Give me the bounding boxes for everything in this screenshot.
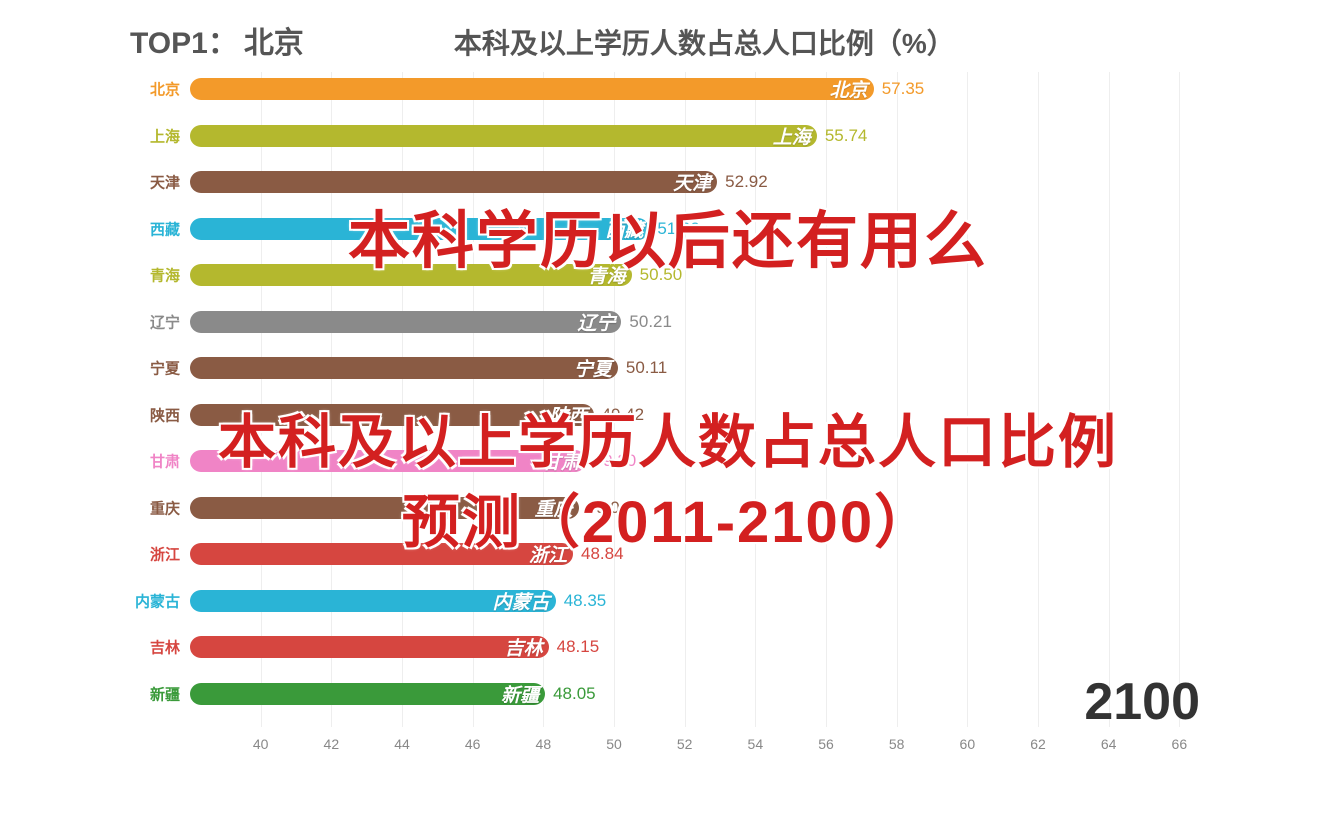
year-stamp: 2100 [1084,672,1200,732]
bar-end-label: 新疆 [501,680,539,707]
x-tick: 58 [889,736,905,752]
bar-row: 辽宁辽宁50.21 [190,311,1250,333]
value-label: 50.11 [626,358,667,378]
bar-end-label: 吉林 [505,634,543,661]
y-axis-label: 北京 [150,79,180,100]
main-title: 本科及以上学历人数占总人口比例（%） [454,22,955,62]
bar-end-label: 辽宁 [577,308,615,335]
x-tick: 60 [960,736,976,752]
bar-end-label: 宁夏 [574,355,612,382]
x-tick: 44 [394,736,410,752]
x-tick: 64 [1101,736,1117,752]
x-tick: 48 [536,736,552,752]
bar: 内蒙古 [190,590,556,612]
value-label: 57.35 [882,79,925,99]
bar-row: 内蒙古内蒙古48.35 [190,590,1250,612]
bar-row: 上海上海55.74 [190,125,1250,147]
bar: 上海 [190,125,817,147]
bar: 新疆 [190,683,545,705]
x-tick: 66 [1172,736,1188,752]
overlay-line-3: 预测（2011-2100） [0,475,1336,559]
y-axis-label: 辽宁 [150,311,180,332]
bar-row: 吉林吉林48.15 [190,636,1250,658]
y-axis-label: 上海 [150,125,180,146]
y-axis-label: 宁夏 [150,358,180,379]
value-label: 52.92 [725,172,768,192]
top1-name: 北京 [244,18,304,62]
overlay-line-1: 本科学历以后还有用么 [0,190,1336,280]
bar-row: 北京北京57.35 [190,78,1250,100]
chart-header: TOP1： 北京 本科及以上学历人数占总人口比例（%） [0,0,1336,72]
x-tick: 52 [677,736,693,752]
bar: 吉林 [190,636,549,658]
x-tick: 50 [606,736,622,752]
y-axis-label: 内蒙古 [135,590,180,611]
x-tick: 54 [748,736,764,752]
value-label: 48.35 [564,591,607,611]
x-tick: 46 [465,736,481,752]
x-tick: 42 [324,736,340,752]
y-axis-label: 吉林 [150,637,180,658]
x-tick: 62 [1030,736,1046,752]
x-tick: 40 [253,736,269,752]
bar: 辽宁 [190,311,621,333]
value-label: 55.74 [825,126,868,146]
overlay-line-2: 本科及以上学历人数占总人口比例 [0,395,1336,479]
x-tick: 56 [818,736,834,752]
bar-end-label: 内蒙古 [493,587,550,614]
top1-label: TOP1： [130,18,238,62]
bar-end-label: 上海 [773,122,811,149]
y-axis-label: 新疆 [150,683,180,704]
bar: 北京 [190,78,874,100]
bar-row: 宁夏宁夏50.11 [190,357,1250,379]
value-label: 48.05 [553,684,596,704]
value-label: 50.21 [629,312,672,332]
bar-end-label: 北京 [830,76,868,103]
value-label: 48.15 [557,637,600,657]
bar: 宁夏 [190,357,618,379]
